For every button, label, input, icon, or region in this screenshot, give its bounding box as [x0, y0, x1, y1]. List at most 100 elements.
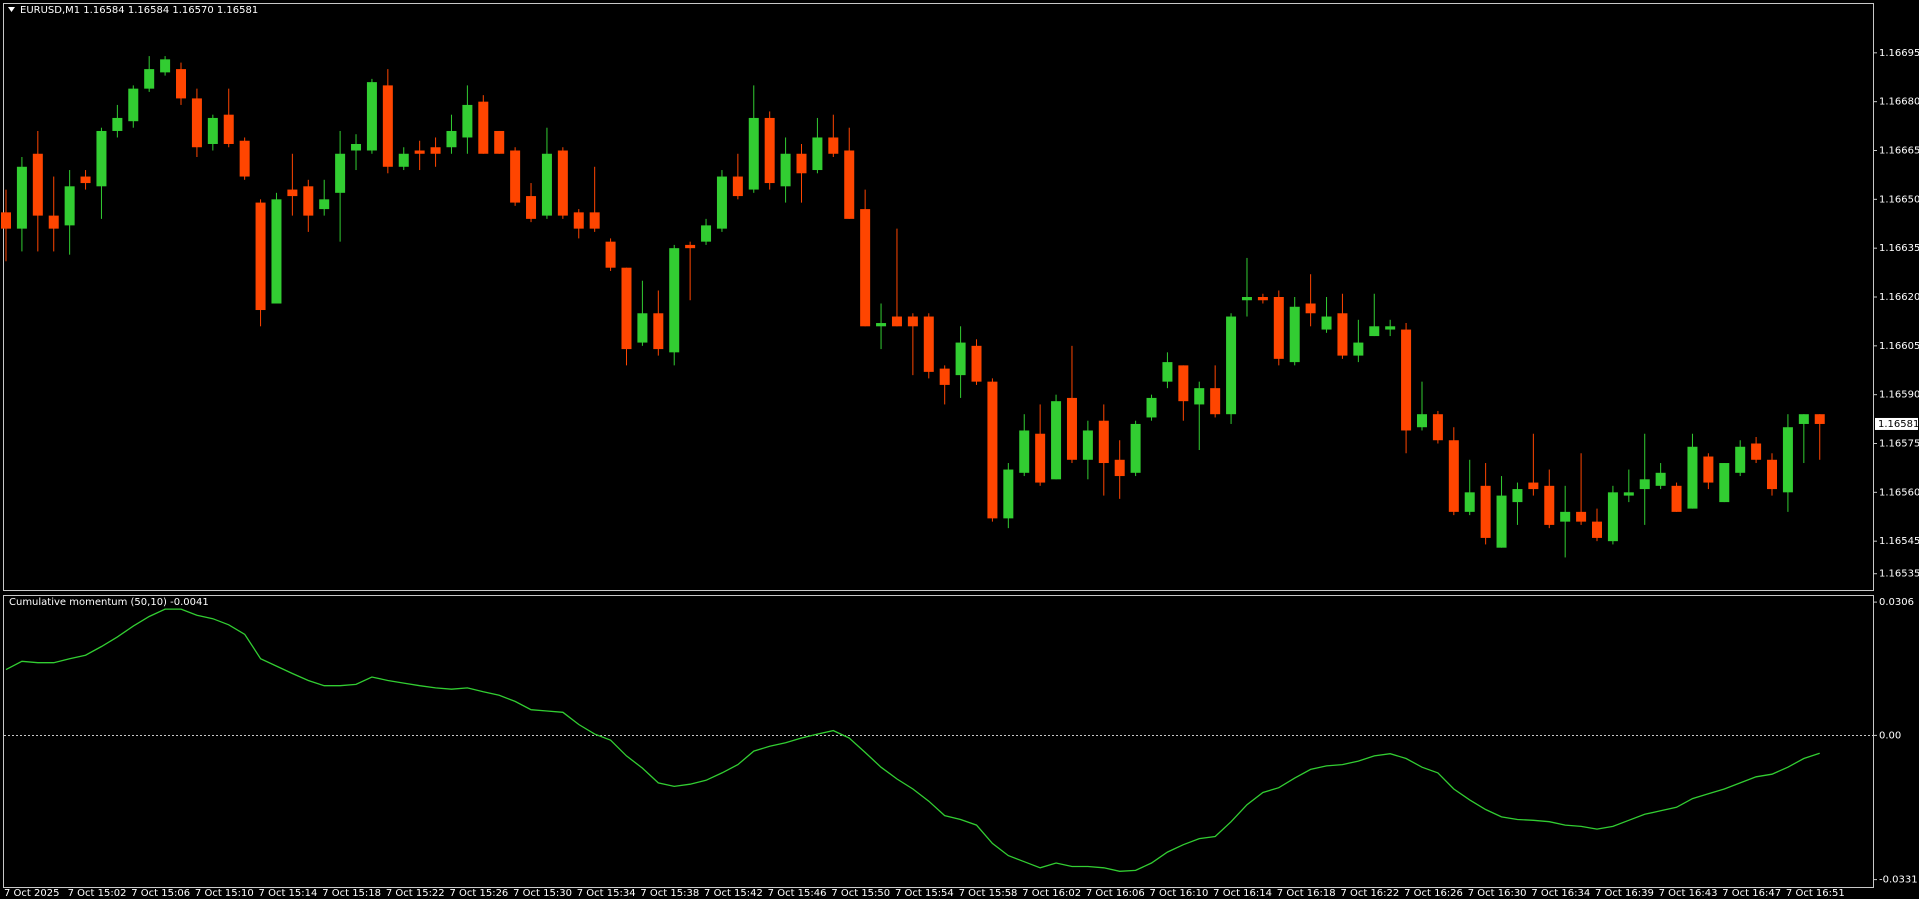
- candle-body: [573, 212, 584, 229]
- y-tick-label: 1.16535: [1879, 569, 1919, 580]
- candle-body: [239, 140, 250, 177]
- candle-body: [732, 176, 743, 197]
- x-tick-label: 7 Oct 15:18: [322, 888, 381, 899]
- candle-body: [1035, 433, 1046, 483]
- candle-body: [430, 147, 441, 154]
- x-tick-label: 7 Oct 16:30: [1468, 888, 1527, 899]
- candle-body: [1162, 362, 1173, 382]
- candle-body: [1114, 459, 1125, 477]
- candle-body: [335, 153, 346, 193]
- candle-body: [1178, 365, 1189, 402]
- indicator-title: Cumulative momentum (50,10) -0.0041: [9, 597, 209, 608]
- candle-body: [16, 166, 27, 229]
- candle-body: [1735, 446, 1746, 473]
- y-tick-label: 1.16680: [1879, 97, 1919, 108]
- candle-body: [1019, 430, 1030, 473]
- candle-body: [1353, 342, 1364, 356]
- candle-body: [446, 130, 457, 148]
- candle-body: [780, 153, 791, 187]
- y-tick-label: 1.16575: [1879, 439, 1919, 450]
- x-tick-label: 7 Oct 16:51: [1786, 888, 1845, 899]
- x-tick-label: 7 Oct 15:22: [386, 888, 445, 899]
- candle-body: [1369, 326, 1380, 337]
- candle-body: [748, 117, 759, 190]
- candle-body: [255, 202, 266, 311]
- candle-body: [207, 117, 218, 144]
- x-tick-label: 7 Oct 16:14: [1213, 888, 1272, 899]
- candle-body: [1210, 388, 1221, 415]
- x-tick-label: 7 Oct 16:34: [1531, 888, 1590, 899]
- candle-body: [1671, 485, 1682, 512]
- candle-body: [701, 225, 712, 242]
- y-tick-label: 0.0306: [1879, 597, 1914, 608]
- candle-body: [1751, 443, 1762, 460]
- candle-body: [319, 199, 330, 210]
- candle-body: [414, 150, 425, 154]
- candle-body: [462, 104, 473, 138]
- x-tick-label: 7 Oct 15:30: [513, 888, 572, 899]
- x-tick-label: 7 Oct 16:43: [1659, 888, 1718, 899]
- x-tick-label: 7 Oct 16:10: [1150, 888, 1209, 899]
- candle-body: [494, 130, 505, 154]
- candle-body: [605, 241, 616, 268]
- x-tick-label: 7 Oct 16:06: [1086, 888, 1145, 899]
- x-tick-label: 7 Oct 2025: [4, 888, 59, 899]
- y-tick-label: 1.16560: [1879, 487, 1919, 498]
- candle-body: [1003, 469, 1014, 519]
- candle-body: [176, 69, 187, 99]
- candle-body: [271, 199, 282, 304]
- candle-body: [1528, 482, 1539, 490]
- candle-body: [144, 69, 155, 89]
- candle-body: [351, 143, 362, 151]
- candle-body: [1639, 479, 1650, 490]
- candle-body: [1305, 303, 1316, 314]
- candle-body: [1814, 414, 1825, 424]
- candle-body: [669, 248, 680, 353]
- candle-body: [223, 114, 234, 144]
- x-tick-label: 7 Oct 15:10: [195, 888, 254, 899]
- y-tick-label: 1.16605: [1879, 341, 1919, 352]
- candle-body: [160, 59, 171, 73]
- candle-body: [589, 212, 600, 229]
- x-tick-label: 7 Oct 15:46: [768, 888, 827, 899]
- candle-body: [1496, 495, 1507, 548]
- indicator-panel-frame: [3, 595, 1874, 888]
- x-tick-label: 7 Oct 16:22: [1340, 888, 1399, 899]
- x-tick-label: 7 Oct 15:06: [131, 888, 190, 899]
- candle-body: [112, 117, 123, 131]
- candle-body: [828, 137, 839, 154]
- symbol-menu-icon[interactable]: [8, 7, 15, 12]
- candle-body: [1385, 326, 1396, 330]
- candle-body: [796, 153, 807, 174]
- candle-body: [1130, 423, 1141, 473]
- candle-body: [812, 137, 823, 171]
- candle-body: [366, 82, 377, 151]
- candle-body: [1257, 297, 1268, 301]
- candle-body: [923, 316, 934, 372]
- candle-body: [1512, 489, 1523, 503]
- x-tick-label: 7 Oct 15:02: [68, 888, 127, 899]
- candle-body: [191, 98, 202, 148]
- candle-body: [891, 316, 902, 327]
- candle-body: [1687, 446, 1698, 509]
- candle-body: [1623, 492, 1634, 496]
- candle-body: [637, 313, 648, 343]
- candle-body: [987, 381, 998, 519]
- candle-body: [1401, 329, 1412, 431]
- indicator-line: [5, 608, 1820, 872]
- candle-body: [1719, 463, 1730, 503]
- candle-body: [1576, 511, 1587, 522]
- y-tick-label: 1.16545: [1879, 536, 1919, 547]
- candle-body: [621, 267, 632, 350]
- candle-body: [653, 313, 664, 350]
- x-tick-label: 7 Oct 16:02: [1022, 888, 1081, 899]
- candle-body: [398, 153, 409, 167]
- candle-body: [1416, 414, 1427, 428]
- x-tick-label: 7 Oct 16:18: [1277, 888, 1336, 899]
- candle-body: [860, 209, 871, 327]
- candle-body: [955, 342, 966, 376]
- x-tick-label: 7 Oct 16:26: [1404, 888, 1463, 899]
- candle-body: [1432, 414, 1443, 441]
